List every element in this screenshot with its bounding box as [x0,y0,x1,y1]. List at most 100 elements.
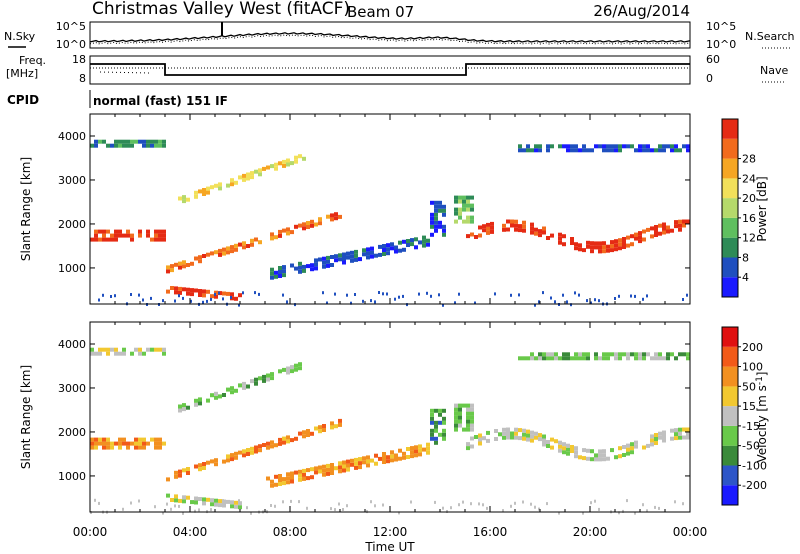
heatmap-cell [602,356,606,361]
heatmap-cell [518,436,522,441]
heatmap-cell [610,148,614,153]
heatmap-cell [382,292,384,296]
heatmap-cell [406,447,410,451]
heatmap-cell [174,290,178,295]
heatmap-cell [190,299,192,303]
heatmap-cell [674,220,678,225]
freq-tick-low: 8 [79,72,86,85]
heatmap-cell [254,291,256,295]
heatmap-cell [426,442,430,447]
heatmap-cell [430,412,434,417]
heatmap-cell [206,252,210,257]
heatmap-cell [470,403,474,408]
heatmap-cell [170,498,174,502]
heatmap-cell [458,415,462,420]
heatmap-cell [110,237,114,242]
heatmap-cell [466,199,470,204]
heatmap-cell [278,229,282,234]
heatmap-cell [442,506,444,510]
heatmap-cell [234,180,238,185]
heatmap-cell [198,508,200,512]
colorbar-segment [722,119,738,139]
heatmap-cell [686,427,690,432]
heatmap-cell [146,347,150,352]
heatmap-cell [306,264,310,269]
heatmap-cell [634,232,638,237]
heatmap-cell [142,139,146,144]
heatmap-cell [654,148,658,153]
heatmap-cell [654,505,656,509]
heatmap-cell [506,227,510,232]
colorbar-segment [722,327,738,347]
colorbar-segment [722,178,738,199]
heatmap-cell [206,289,210,294]
heatmap-cell [350,458,354,463]
heatmap-cell [354,253,358,258]
heatmap-cell [98,351,102,356]
power-heatmap-cells [90,139,690,307]
heatmap-cell [654,441,658,445]
heatmap-cell [570,356,574,361]
velocity-ylabel: Slant Range [km] [19,365,33,469]
heatmap-cell [330,421,334,426]
heatmap-cell [98,139,102,144]
heatmap-cell [290,369,294,374]
heatmap-cell [426,242,430,247]
heatmap-cell [642,352,646,357]
heatmap-cell [290,365,294,370]
heatmap-cell [202,188,206,192]
heatmap-cell [378,252,382,257]
heatmap-cell [318,429,322,434]
velocity-heatmap-cells [90,347,690,515]
heatmap-cell [102,237,106,242]
heatmap-cell [662,230,666,235]
heatmap-cell [222,247,226,252]
heatmap-cell [454,407,458,412]
heatmap-cell [530,434,534,439]
freq-panel: 18 8 60 0 Freq. [MHz] Nave [6,53,788,85]
heatmap-cell [214,183,218,188]
heatmap-cell [618,294,620,298]
heatmap-cell [454,219,458,224]
heatmap-cell [218,291,220,295]
heatmap-cell [458,411,462,416]
heatmap-cell [466,195,470,200]
heatmap-cell [294,224,298,229]
heatmap-cell [486,230,490,235]
heatmap-cell [210,251,214,256]
heatmap-cell [238,505,242,510]
heatmap-cell [534,144,538,149]
heatmap-cell [442,428,446,433]
heatmap-cell [278,482,282,486]
heatmap-cell [542,356,546,361]
heatmap-cell [322,472,326,477]
heatmap-cell [478,441,482,446]
power-panel: 1000 2000 3000 4000 Slant Range [km] 4 8 12 16… [19,113,769,307]
heatmap-cell [522,148,526,153]
heatmap-cell [290,230,294,235]
heatmap-cell [442,303,444,307]
heatmap-cell [678,148,682,153]
heatmap-cell [462,219,466,224]
heatmap-cell [230,178,234,183]
heatmap-cell [686,431,690,436]
heatmap-cell [310,475,314,480]
heatmap-cell [410,454,414,459]
heatmap-cell [402,455,406,460]
heatmap-cell [438,208,442,213]
heatmap-cell [398,456,402,461]
heatmap-cell [326,263,330,268]
heatmap-cell [170,286,174,290]
heatmap-cell [526,148,530,153]
heatmap-cell [550,356,554,361]
heatmap-cell [122,437,126,442]
colorbar-segment [722,277,738,297]
heatmap-cell [238,303,240,307]
heatmap-cell [262,443,266,447]
heatmap-cell [630,352,634,357]
heatmap-cell [326,214,330,219]
heatmap-cell [666,225,670,230]
heatmap-cell [254,449,258,454]
heatmap-cell [162,233,166,238]
heatmap-cell [686,293,688,297]
